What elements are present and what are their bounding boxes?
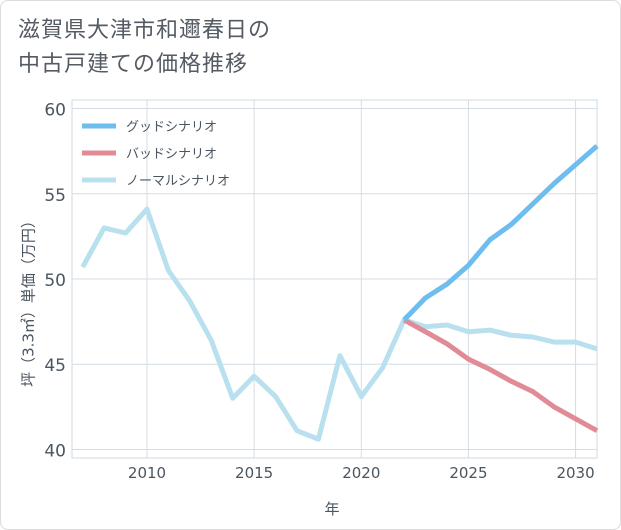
legend-label: ノーマルシナリオ	[126, 174, 230, 189]
y-axis-title: 坪（3.3㎡）単価（万円）	[19, 213, 38, 387]
y-tick-label: 60	[44, 101, 66, 121]
series-line-bad	[402, 317, 599, 433]
series-line-normal	[80, 206, 598, 442]
x-tick-label: 2020	[342, 464, 380, 482]
y-tick-label: 45	[44, 356, 66, 376]
chart-title-line-2: 中古戸建ての価格推移	[18, 52, 249, 77]
legend-label: グッドシナリオ	[126, 120, 217, 135]
chart-title: 滋賀県大津市和邇春日の 中古戸建ての価格推移	[18, 14, 271, 82]
y-tick-label: 55	[44, 186, 66, 206]
x-tick-label: 2015	[235, 464, 273, 482]
x-tick-label: 2010	[128, 464, 166, 482]
series-line-good	[402, 144, 599, 322]
chart-title-line-1: 滋賀県大津市和邇春日の	[18, 18, 272, 43]
x-tick-label: 2030	[556, 464, 594, 482]
y-tick-label: 40	[44, 441, 66, 461]
x-tick-label: 2025	[449, 464, 487, 482]
y-tick-label: 50	[44, 271, 66, 291]
legend-label: バッドシナリオ	[126, 147, 217, 162]
x-axis-title: 年	[324, 500, 340, 518]
